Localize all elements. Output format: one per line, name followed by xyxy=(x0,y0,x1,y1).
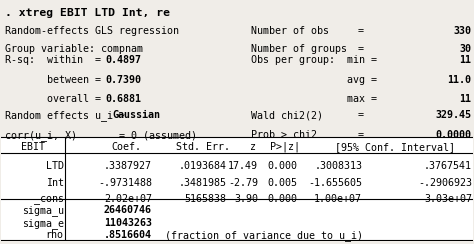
Text: z: z xyxy=(250,142,255,152)
Text: Obs per group:  min =: Obs per group: min = xyxy=(251,55,377,65)
Text: 26460746: 26460746 xyxy=(104,205,152,215)
Text: sigma_u: sigma_u xyxy=(21,205,64,216)
Text: =: = xyxy=(357,26,364,36)
Text: (fraction of variance due to u_i): (fraction of variance due to u_i) xyxy=(165,230,363,241)
Text: =: = xyxy=(357,44,364,54)
Text: 0.000: 0.000 xyxy=(267,193,298,203)
Text: Prob > chi2: Prob > chi2 xyxy=(251,130,317,140)
Text: Std. Err.: Std. Err. xyxy=(176,142,230,152)
Text: Group variable: compnam: Group variable: compnam xyxy=(5,44,144,54)
Text: EBIT: EBIT xyxy=(21,142,45,152)
Text: avg =: avg = xyxy=(251,74,377,84)
Text: Wald chi2(2): Wald chi2(2) xyxy=(251,110,323,120)
Text: 329.45: 329.45 xyxy=(435,110,471,120)
Text: . xtreg EBIT LTD Int, re: . xtreg EBIT LTD Int, re xyxy=(5,8,171,18)
Text: 0.4897: 0.4897 xyxy=(106,55,142,65)
Text: 11.0: 11.0 xyxy=(447,74,471,84)
Text: .0193684: .0193684 xyxy=(179,161,227,171)
Text: 30: 30 xyxy=(459,44,471,54)
Text: [95% Conf. Interval]: [95% Conf. Interval] xyxy=(335,142,456,152)
Text: -2.79: -2.79 xyxy=(228,178,258,188)
Text: corr(u_i, X)       = 0 (assumed): corr(u_i, X) = 0 (assumed) xyxy=(5,130,197,141)
Text: 2.02e+07: 2.02e+07 xyxy=(104,193,152,203)
Text: =: = xyxy=(357,130,364,140)
Text: .3767541: .3767541 xyxy=(424,161,472,171)
Text: rho: rho xyxy=(46,230,64,240)
Text: Int: Int xyxy=(46,178,64,188)
Text: Number of groups: Number of groups xyxy=(251,44,347,54)
Text: 0.0000: 0.0000 xyxy=(435,130,471,140)
Text: 330: 330 xyxy=(453,26,471,36)
Bar xyxy=(0,137,474,240)
Text: 5165838: 5165838 xyxy=(184,193,227,203)
Text: _cons: _cons xyxy=(34,193,64,203)
Text: overall =: overall = xyxy=(5,94,108,104)
Text: 1.00e+07: 1.00e+07 xyxy=(314,193,362,203)
Text: 11043263: 11043263 xyxy=(104,218,152,228)
Text: LTD: LTD xyxy=(46,161,64,171)
Text: 11: 11 xyxy=(459,55,471,65)
Text: 0.005: 0.005 xyxy=(267,178,298,188)
Text: 0.000: 0.000 xyxy=(267,161,298,171)
Text: -.2906923: -.2906923 xyxy=(418,178,472,188)
Text: .8516604: .8516604 xyxy=(104,230,152,240)
Text: 17.49: 17.49 xyxy=(228,161,258,171)
Text: 0.6881: 0.6881 xyxy=(106,94,142,104)
Text: -.9731488: -.9731488 xyxy=(98,178,152,188)
Text: R-sq:  within  =: R-sq: within = xyxy=(5,55,108,65)
Text: Gaussian: Gaussian xyxy=(113,110,161,120)
Text: -1.655605: -1.655605 xyxy=(308,178,362,188)
Text: 0.7390: 0.7390 xyxy=(106,74,142,84)
Text: .3387927: .3387927 xyxy=(104,161,152,171)
Text: 3.03e+07: 3.03e+07 xyxy=(424,193,472,203)
Text: 11: 11 xyxy=(459,94,471,104)
Text: P>|z|: P>|z| xyxy=(270,142,300,152)
Text: .3481985: .3481985 xyxy=(179,178,227,188)
Text: max =: max = xyxy=(251,94,377,104)
Text: 3.90: 3.90 xyxy=(234,193,258,203)
Text: =: = xyxy=(357,110,364,120)
Text: Coef.: Coef. xyxy=(111,142,141,152)
Text: Random-effects GLS regression: Random-effects GLS regression xyxy=(5,26,180,36)
Text: Number of obs: Number of obs xyxy=(251,26,329,36)
Text: between =: between = xyxy=(5,74,108,84)
Text: Random effects u_i ~: Random effects u_i ~ xyxy=(5,110,131,121)
Text: sigma_e: sigma_e xyxy=(21,218,64,229)
Text: .3008313: .3008313 xyxy=(314,161,362,171)
